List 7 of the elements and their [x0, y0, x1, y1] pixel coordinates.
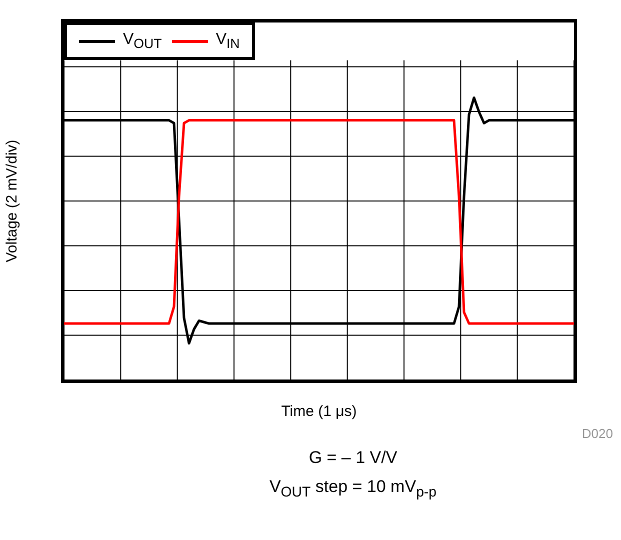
y-axis-title: Voltage (2 mV/div): [4, 140, 20, 262]
x-axis-title: Time (1 μs): [281, 403, 357, 420]
text: D020: [582, 426, 613, 441]
legend-label: V$_{IN}$: [216, 31, 240, 52]
text: V$_{OUT}$ step = 10 mV$_{p-p}$: [269, 477, 437, 500]
text: G = – 1 V/V: [308, 448, 398, 467]
legend-label: V$_{OUT}$: [123, 31, 162, 52]
